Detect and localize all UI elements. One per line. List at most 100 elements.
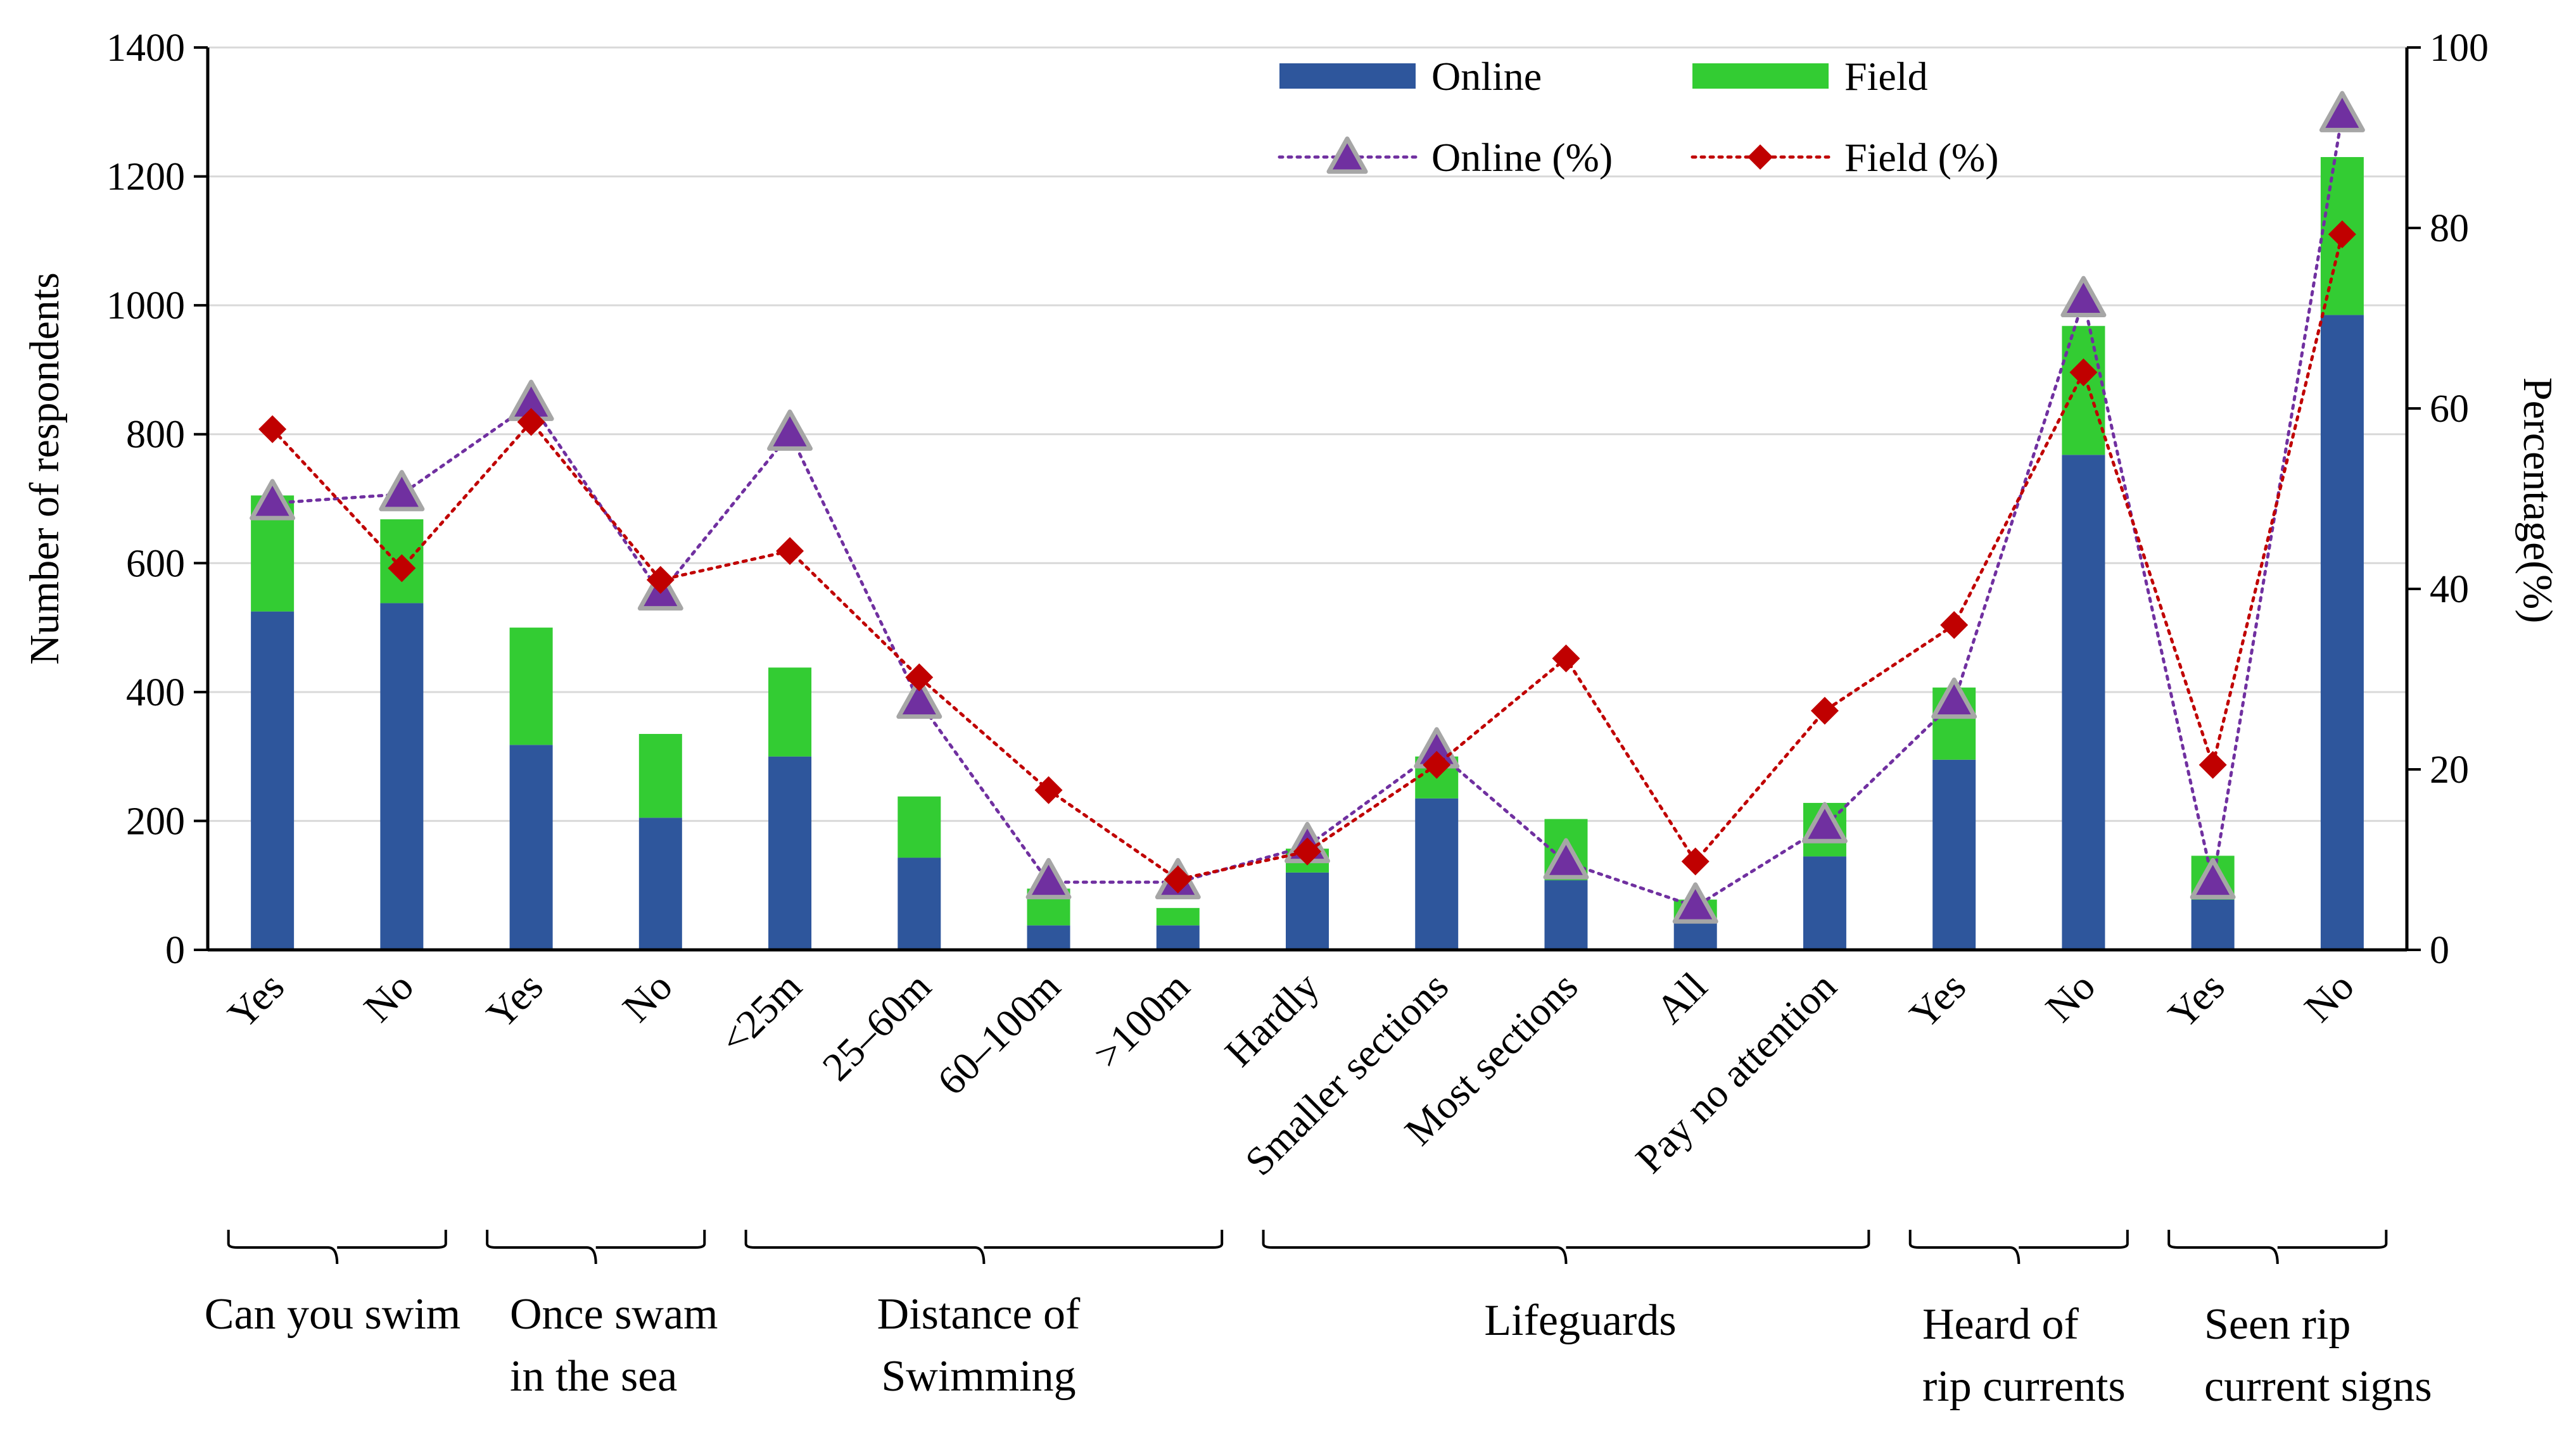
bar-online [1156, 925, 1200, 950]
group-label: Lifeguards [1484, 1296, 1676, 1345]
y-left-tick-label: 600 [126, 542, 185, 585]
y-left-tick-label: 1400 [106, 27, 185, 70]
point-online-pct [1801, 802, 1848, 843]
y-left-tick-label: 200 [126, 800, 185, 843]
category-label: <25m [711, 964, 810, 1063]
y-axis-left-title: Number of respondents [22, 272, 68, 665]
axes [194, 46, 2421, 952]
point-field-pct [258, 415, 287, 443]
bar-field [638, 734, 682, 818]
point-online-pct [767, 409, 813, 451]
bar-online [1286, 872, 1329, 950]
category-label: Yes [219, 964, 293, 1037]
group-bracket [1262, 1230, 1870, 1265]
point-field-pct [1164, 865, 1192, 894]
group-label: current signs [2204, 1362, 2432, 1411]
legend-label-online: Online [1431, 54, 1542, 99]
category-label: All [1647, 964, 1716, 1032]
y-right-tick-label: 80 [2430, 207, 2469, 250]
legend-marker-online- [1326, 136, 1368, 174]
point-field-pct [646, 565, 675, 594]
point-field-pct [1034, 776, 1063, 804]
y-left-tick-label: 400 [126, 671, 185, 714]
category-label: No [355, 964, 422, 1031]
bar-online [638, 818, 682, 950]
bar-online [509, 745, 553, 950]
y-right-tick-label: 60 [2430, 388, 2469, 431]
legend-label-field-: Field (%) [1844, 135, 1999, 180]
bar-online [1415, 798, 1459, 950]
point-online-pct [2319, 91, 2365, 132]
legend: Online Field Online (%) Field (%) [1278, 54, 1999, 180]
point-field-pct [1810, 697, 1839, 725]
point-field-pct [1293, 837, 1321, 866]
legend-marker-field- [1748, 144, 1773, 170]
bar-field [1156, 907, 1200, 926]
group-brackets: Can you swim Once swam in the sea Distance … [205, 1230, 2432, 1411]
category-label: Yes [1901, 964, 1974, 1037]
legend-label-online-: Online (%) [1431, 135, 1613, 180]
point-field-pct [1552, 644, 1580, 673]
group-bracket [744, 1230, 1224, 1265]
bar-online [1544, 880, 1588, 950]
bar-online [251, 611, 295, 950]
point-field-pct [1423, 750, 1451, 779]
group-bracket [486, 1230, 706, 1265]
legend-label-field: Field [1844, 54, 1928, 99]
line-field- [270, 232, 2344, 881]
point-online-pct [379, 470, 425, 512]
group-label: Once swam [510, 1290, 718, 1339]
point-field-pct [776, 537, 804, 565]
grid-lines [208, 46, 2407, 822]
point-field-pct [2198, 750, 2227, 779]
group-label: Distance of [877, 1290, 1081, 1339]
point-online-pct [896, 677, 942, 719]
y-axis-right-title: Percentage(%) [2515, 377, 2561, 623]
group-label: Swimming [881, 1352, 1075, 1401]
group-label: Seen rip [2204, 1300, 2351, 1349]
group-bracket [227, 1230, 447, 1265]
legend-swatch-online [1279, 63, 1416, 89]
bar-online [1027, 925, 1070, 950]
group-label: Heard of [1922, 1300, 2079, 1349]
y-right-tick-label: 100 [2430, 27, 2489, 70]
group-label: rip currents [1922, 1362, 2126, 1411]
category-label: 60–100m [929, 964, 1069, 1104]
point-online-pct [1672, 882, 1718, 924]
bar-online [898, 857, 941, 950]
bar-field [898, 796, 941, 858]
legend-swatch-field [1692, 63, 1829, 89]
category-label: No [2037, 964, 2104, 1031]
point-online-pct [1543, 838, 1589, 880]
bar-online [1673, 921, 1717, 950]
y-left-tick-label: 1200 [106, 156, 185, 199]
tick-labels: 0 200 400 600 800 1000 1200 1400 0 20 40 60 80 100 [106, 27, 2489, 972]
point-online-pct [1025, 857, 1072, 900]
group-bracket [1908, 1230, 2129, 1265]
group-label: Can you swim [205, 1290, 460, 1339]
bar-online [1932, 759, 1976, 950]
line-online- [270, 113, 2344, 909]
bar-online [768, 756, 812, 950]
bar-online [2062, 455, 2105, 950]
group-label: in the sea [510, 1352, 677, 1401]
bar-field [509, 628, 553, 745]
point-online-pct [1931, 677, 1977, 719]
point-online-pct [2060, 275, 2107, 318]
y-right-tick-label: 0 [2430, 929, 2449, 972]
point-field-pct [388, 554, 416, 583]
y-left-tick-label: 800 [126, 414, 185, 457]
point-field-pct [1681, 847, 1710, 876]
y-right-tick-label: 40 [2430, 568, 2469, 611]
bar-online [2191, 899, 2235, 950]
category-label: 25–60m [814, 964, 940, 1090]
y-left-tick-label: 1000 [106, 284, 185, 327]
point-online-pct [250, 479, 296, 521]
y-left-tick-label: 0 [165, 929, 185, 972]
category-label: >100m [1085, 964, 1198, 1077]
point-field-pct [2328, 220, 2356, 248]
category-label: Hardly [1216, 964, 1328, 1075]
point-field-pct [905, 663, 934, 692]
